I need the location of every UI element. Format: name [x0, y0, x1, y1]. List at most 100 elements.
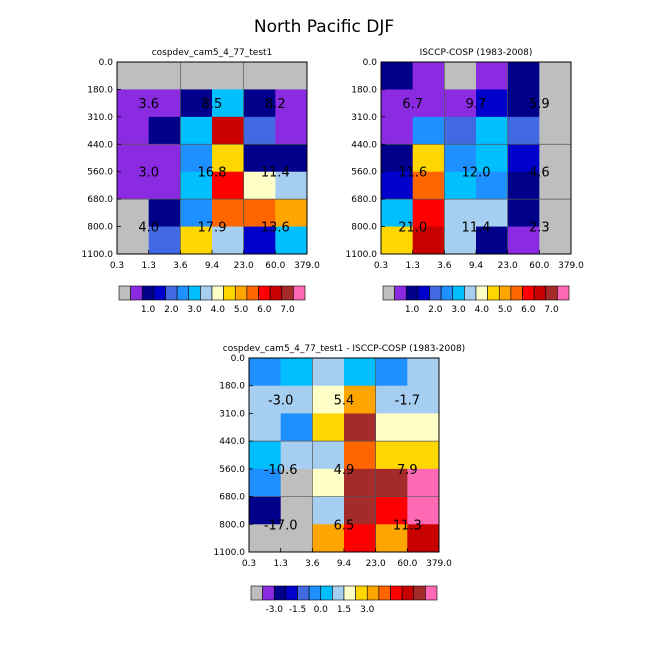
colorbar-swatch — [413, 585, 426, 601]
cell-value-label: 3.6 — [138, 97, 159, 112]
colorbar-swatch — [533, 285, 547, 301]
heatmap-cell — [444, 171, 477, 200]
y-tick-label: 0.0 — [231, 354, 246, 364]
heatmap-cell — [148, 89, 181, 118]
y-tick-label: 560.0 — [87, 168, 113, 178]
heatmap-cell — [444, 226, 477, 255]
heatmap-cell — [243, 171, 276, 200]
cell-value-label: 5.9 — [529, 97, 550, 112]
colorbar-swatch — [269, 285, 283, 301]
heatmap-cell — [444, 199, 477, 227]
cell-value-label: 11.3 — [393, 518, 422, 533]
colorbar-swatch — [440, 285, 454, 301]
y-tick-label: 440.0 — [219, 437, 245, 447]
heatmap-cell — [344, 524, 377, 553]
colorbar-swatch — [297, 585, 310, 601]
heatmap-cell — [212, 171, 245, 200]
heatmap-cell — [407, 468, 440, 497]
heatmap-cell — [117, 171, 150, 200]
heatmap-cell — [312, 413, 345, 442]
colorbar-label: 4.0 — [475, 305, 490, 315]
heatmap-cell — [180, 62, 213, 90]
heatmap-cell — [243, 144, 276, 173]
heatmap-cell — [476, 199, 509, 227]
colorbar-swatch — [343, 585, 356, 601]
colorbar-swatch — [390, 585, 403, 601]
heatmap-cell — [476, 171, 509, 200]
colorbar-label: 4.0 — [211, 305, 226, 315]
heatmap-cell — [412, 226, 445, 255]
heatmap-cell — [375, 413, 408, 442]
heatmap-cell — [275, 226, 308, 255]
heatmap-cell — [539, 144, 572, 173]
heatmap-cell — [275, 116, 308, 145]
colorbar-label: 3.0 — [451, 305, 466, 315]
colorbar-swatch — [545, 285, 558, 301]
cell-value-label: 7.9 — [397, 463, 418, 478]
heatmap-cell — [180, 89, 213, 118]
colorbar-swatch — [281, 285, 294, 301]
heatmap-cell — [539, 226, 572, 255]
heatmap-cell — [117, 226, 150, 255]
cell-value-label: 8.5 — [202, 97, 223, 112]
y-tick-label: 680.0 — [87, 195, 113, 205]
heatmap-panel-2: ISCCP-COSP (1983-2008) 0.3 1.3 3.6 9.4 23.0 60… — [346, 48, 585, 315]
heatmap-cell — [412, 171, 445, 200]
colorbar-swatch — [200, 285, 213, 301]
heatmap-cell — [344, 413, 377, 442]
heatmap-cell — [312, 496, 345, 525]
colorbar-swatch — [401, 585, 415, 601]
heatmap-cell — [507, 62, 540, 90]
heatmap-cell — [375, 468, 408, 497]
colorbar-swatch — [223, 285, 236, 301]
colorbar-swatch — [429, 285, 442, 301]
colorbar-label: 5.0 — [234, 305, 249, 315]
heatmap-cell — [275, 62, 308, 90]
heatmap-cell — [476, 89, 509, 118]
colorbar-swatch — [510, 285, 523, 301]
heatmap-cell — [507, 116, 540, 145]
x-tick-label: 379.0 — [558, 261, 584, 271]
heatmap-cell — [180, 226, 213, 255]
heatmap-cell — [407, 385, 440, 414]
colorbar-swatch — [464, 285, 477, 301]
heatmap-cell — [117, 144, 150, 173]
heatmap-cell — [312, 524, 345, 553]
colorbar-label: 1.0 — [141, 305, 156, 315]
colorbar-label: 7.0 — [544, 305, 559, 315]
x-tick-label: 0.3 — [374, 261, 388, 271]
x-tick-label: 0.3 — [110, 261, 124, 271]
colorbar-swatch — [522, 285, 535, 301]
heatmap-cell — [381, 199, 414, 227]
heatmap-cell — [412, 116, 445, 145]
colorbar-label: 1.5 — [337, 605, 351, 615]
heatmap-cell — [212, 144, 245, 173]
x-tick-label: 60.0 — [397, 559, 417, 569]
y-tick-label: 1100.0 — [214, 548, 246, 558]
heatmap-cell — [212, 226, 245, 255]
heatmap-panel-1: cospdev_cam5_4_77_test1 0.3 1.3 3.6 9.4 23.0 6… — [82, 48, 321, 315]
heatmap-cell — [148, 199, 181, 227]
cell-value-label: 21.0 — [398, 221, 427, 236]
colorbar-swatch — [452, 285, 465, 301]
heatmap-cell — [243, 89, 276, 118]
colorbar-label: 2.0 — [428, 305, 443, 315]
cell-value-label: 6.5 — [334, 518, 355, 533]
cell-value-label: -1.7 — [395, 394, 420, 409]
heatmap-cell — [180, 199, 213, 227]
colorbar-swatch — [425, 585, 438, 601]
y-tick-label: 180.0 — [87, 85, 113, 95]
colorbar-label: 1.0 — [405, 305, 420, 315]
heatmap-cell — [249, 358, 282, 387]
colorbar-swatch — [498, 285, 512, 301]
x-tick-label: 1.3 — [142, 261, 156, 271]
heatmap-cell — [344, 441, 377, 470]
y-tick-label: 680.0 — [219, 493, 245, 503]
heatmap-cell — [249, 413, 282, 442]
cell-value-label: -3.0 — [268, 394, 293, 409]
heatmap-cell — [117, 199, 150, 227]
heatmap-cell — [180, 171, 213, 200]
heatmap-cell — [444, 62, 477, 90]
cell-value-label: 3.0 — [138, 166, 159, 181]
cell-value-label: -10.6 — [264, 463, 298, 478]
